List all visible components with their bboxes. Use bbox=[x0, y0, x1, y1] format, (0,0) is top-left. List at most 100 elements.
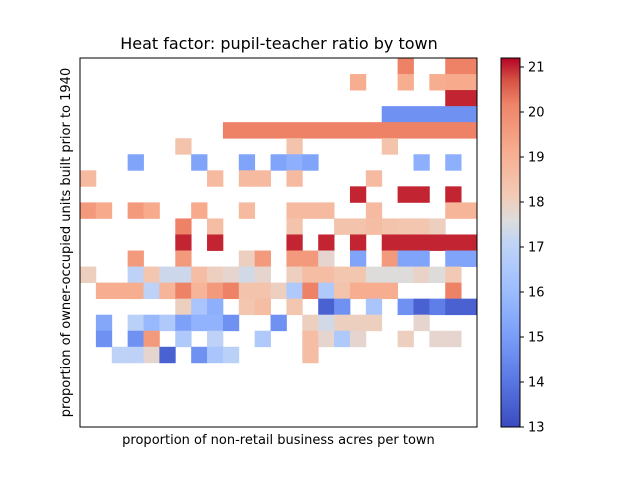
heatmap-cell bbox=[365, 298, 383, 316]
heatmap-cell bbox=[381, 138, 398, 155]
heatmap-cell bbox=[302, 330, 319, 348]
heatmap-cell bbox=[111, 346, 129, 364]
heatmap-cell bbox=[207, 282, 224, 300]
heatmap-cell bbox=[397, 330, 414, 348]
heatmap-cell bbox=[207, 266, 224, 284]
heatmap-cell bbox=[159, 282, 176, 300]
heatmap-cell bbox=[207, 346, 224, 364]
heatmap-cell bbox=[413, 298, 430, 316]
heatmap-cell bbox=[397, 186, 414, 203]
colorbar bbox=[500, 57, 521, 428]
heatmap-cell bbox=[222, 122, 240, 139]
heatmap-cell bbox=[365, 122, 383, 139]
heatmap-cell bbox=[207, 218, 224, 235]
heatmap-cell bbox=[207, 314, 224, 332]
heatmap-cell bbox=[207, 170, 224, 187]
heatmap-cell bbox=[365, 266, 383, 284]
heatmap-cell bbox=[127, 266, 144, 284]
x-axis-label: proportion of non-retail business acres … bbox=[122, 433, 435, 448]
heatmap-cell bbox=[143, 202, 160, 219]
heatmap-cell bbox=[175, 218, 192, 235]
heatmap-cell bbox=[238, 170, 256, 187]
heatmap-cell bbox=[238, 202, 256, 219]
heatmap-cell bbox=[381, 106, 398, 123]
heatmap-cell bbox=[445, 330, 462, 348]
heatmap-cell bbox=[413, 266, 430, 284]
heatmap-cell bbox=[318, 314, 335, 332]
heatmap-cell bbox=[302, 202, 319, 219]
heatmap-cell bbox=[95, 330, 113, 348]
heatmap-cell bbox=[349, 186, 367, 203]
heatmap-cell bbox=[175, 298, 192, 316]
heatmap-cell bbox=[222, 266, 240, 284]
heatmap-cell bbox=[365, 218, 383, 235]
heatmap-cell bbox=[349, 314, 367, 332]
heatmap-cell bbox=[365, 202, 383, 219]
heatmap-cell bbox=[286, 202, 303, 219]
heatmap-cell bbox=[175, 250, 192, 267]
heatmap-cell bbox=[175, 282, 192, 300]
heatmap-cell bbox=[143, 346, 160, 364]
heatmap-cell bbox=[302, 122, 319, 139]
heatmap-cell bbox=[175, 314, 192, 332]
heatmap-cell bbox=[159, 266, 176, 284]
heatmap-cell bbox=[349, 330, 367, 348]
heatmap-cell bbox=[159, 346, 176, 364]
heatmap-cells bbox=[80, 58, 478, 364]
heatmap-cell bbox=[302, 346, 319, 364]
heatmap-cell bbox=[429, 122, 446, 139]
heatmap-cell bbox=[207, 298, 224, 316]
heatmap-cell bbox=[445, 298, 462, 316]
heatmap-cell bbox=[429, 74, 446, 91]
colorbar-ticks: 13 14 15 16 17 18 19 20 21 bbox=[520, 61, 545, 436]
heatmap-cell bbox=[413, 250, 430, 267]
heatmap-cell bbox=[254, 122, 271, 139]
y-axis-label: proportion of owner-occupied units built… bbox=[59, 68, 74, 417]
heatmap-cell bbox=[334, 266, 351, 284]
heatmap-cell bbox=[286, 122, 303, 139]
heatmap-cell bbox=[80, 266, 97, 284]
heatmap-cell bbox=[397, 58, 414, 75]
heatmap-cell bbox=[397, 74, 414, 91]
heatmap-cell bbox=[445, 106, 462, 123]
heatmap-cell bbox=[397, 298, 414, 316]
heatmap-cell bbox=[429, 218, 446, 235]
heatmap-cell bbox=[334, 282, 351, 300]
heatmap-cell bbox=[175, 266, 192, 284]
heatmap-cell bbox=[318, 282, 335, 300]
colorbar-tick-label: 14 bbox=[528, 376, 545, 391]
heatmap-cell bbox=[318, 250, 335, 267]
chart-title: Heat factor: pupil-teacher ratio by town bbox=[120, 34, 438, 53]
heatmap-cell bbox=[286, 234, 303, 251]
heatmap-cell bbox=[286, 154, 303, 171]
heatmap-cell bbox=[445, 250, 462, 267]
heatmap-cell bbox=[397, 122, 414, 139]
heatmap-cell bbox=[127, 330, 144, 348]
heatmap-cell bbox=[381, 234, 398, 251]
heatmap-cell bbox=[302, 250, 319, 267]
heatmap-cell bbox=[429, 330, 446, 348]
heatmap-cell bbox=[413, 186, 430, 203]
heatmap-cell bbox=[461, 74, 478, 91]
heatmap-cell bbox=[191, 266, 208, 284]
heatmap-cell bbox=[397, 250, 414, 267]
heatmap-cell bbox=[254, 298, 271, 316]
colorbar-tick-label: 17 bbox=[528, 241, 545, 256]
heatmap-cell bbox=[254, 266, 271, 284]
plot-frame bbox=[79, 57, 478, 428]
heatmap-cell bbox=[461, 234, 478, 251]
heatmap-cell bbox=[445, 202, 462, 219]
heatmap-cell bbox=[191, 202, 208, 219]
heatmap-cell bbox=[381, 282, 398, 300]
heatmap-cell bbox=[397, 218, 414, 235]
heatmap-cell bbox=[461, 106, 478, 123]
heatmap-cell bbox=[445, 282, 462, 300]
heatmap-cell bbox=[286, 282, 303, 300]
heatmap-cell bbox=[222, 282, 240, 300]
colorbar-tick-label: 16 bbox=[528, 286, 545, 301]
heatmap-cell bbox=[286, 250, 303, 267]
heatmap-cell bbox=[445, 58, 462, 75]
heatmap-cell bbox=[445, 186, 462, 203]
heatmap-cell bbox=[318, 266, 335, 284]
